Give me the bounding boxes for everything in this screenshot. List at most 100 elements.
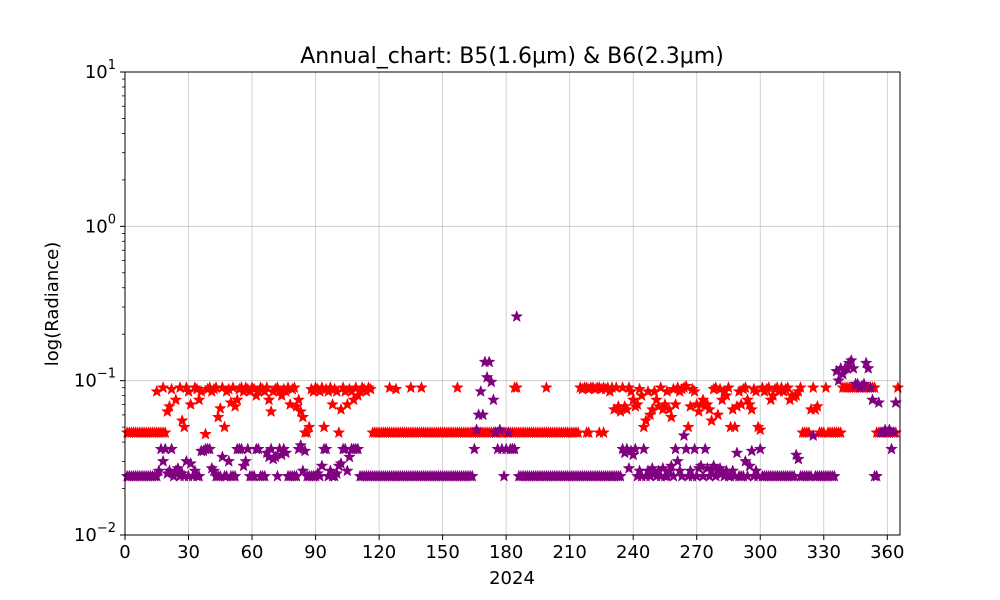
series-2-point	[707, 459, 721, 472]
series-1-point	[383, 381, 397, 394]
y-axis-label: log(Radiance)	[42, 242, 63, 366]
series-2-point	[730, 446, 744, 459]
series-1-point	[332, 425, 346, 439]
series-1-point	[794, 381, 807, 394]
series-1-point	[669, 397, 682, 411]
x-tick-label: 90	[304, 542, 327, 563]
series-1-point	[175, 414, 189, 427]
y-tick-label: 10−2	[74, 521, 116, 546]
series-1-point	[719, 388, 733, 402]
series-2-point	[152, 464, 166, 477]
x-tick-label: 30	[177, 542, 200, 563]
series-2-point	[279, 446, 293, 459]
series-1-point	[891, 381, 905, 394]
series-2-point	[484, 375, 498, 388]
x-tick-label: 360	[870, 542, 904, 563]
series-2-point	[683, 464, 697, 477]
x-tick-label: 330	[807, 542, 841, 563]
series-2-point	[669, 442, 682, 455]
series-2-point	[713, 461, 727, 474]
series-1-point	[639, 414, 653, 427]
series-2-point	[156, 454, 170, 467]
series-1-point	[819, 381, 833, 394]
series-1-point	[228, 399, 242, 412]
series-2-point	[885, 442, 898, 455]
series-1-point	[192, 393, 206, 406]
series-1-point	[711, 408, 725, 421]
x-tick-label: 180	[489, 542, 523, 563]
x-tick-label: 60	[241, 542, 264, 563]
series-2-point	[501, 425, 515, 439]
series-2-point	[870, 469, 884, 482]
series-2-point	[493, 423, 507, 436]
series-1-point	[679, 379, 693, 392]
series-1-point	[199, 427, 212, 440]
series-1-point	[163, 399, 176, 412]
series-2-point	[806, 428, 820, 442]
series-1-point	[834, 425, 848, 439]
series-1-point	[728, 420, 742, 433]
series-1-point	[264, 404, 278, 418]
series-2-point	[832, 373, 845, 387]
series-1-point	[158, 425, 172, 439]
plot-frame	[124, 71, 901, 536]
series-2-point	[866, 393, 879, 406]
series-1-point	[326, 397, 339, 411]
series-2-point	[222, 454, 236, 467]
series-2-point	[252, 442, 265, 455]
series-1-point	[296, 410, 310, 423]
series-1-point	[302, 420, 316, 433]
series-1-point	[620, 402, 634, 415]
series-2-point	[319, 442, 333, 455]
series-1-point	[260, 381, 274, 394]
series-1-point	[290, 399, 303, 412]
series-2-point	[859, 356, 873, 369]
chart-title: Annual_chart: B5(1.6μm) & B6(2.3μm)	[300, 44, 724, 69]
y-tick-label: 101	[85, 58, 116, 83]
series-1-point	[213, 401, 227, 414]
series-1-point	[292, 393, 306, 406]
x-tick-label: 0	[119, 542, 130, 563]
series-1-point	[582, 425, 596, 439]
series-1-point	[811, 399, 824, 412]
series-2-point	[165, 442, 178, 455]
x-tick-label: 300	[743, 542, 777, 563]
x-tick-label: 210	[552, 542, 586, 563]
series-1-point	[624, 384, 638, 397]
series-2-point	[465, 469, 479, 482]
series-1-point	[262, 393, 276, 406]
series-2-point	[334, 456, 348, 470]
series-1-point	[637, 420, 651, 433]
series-2-point	[487, 393, 500, 406]
series-1-point	[218, 420, 231, 433]
series-2-point	[330, 466, 344, 480]
series-1-point	[745, 402, 759, 415]
series-1-point	[404, 381, 418, 394]
series-2-point	[726, 464, 740, 477]
series-2-point	[861, 361, 875, 374]
x-tick-label: 120	[362, 542, 396, 563]
series-2-point	[671, 454, 685, 467]
y-tick-label: 100	[85, 212, 116, 237]
series-1-point	[283, 397, 297, 411]
y-tick-label: 10−1	[74, 367, 116, 392]
series-2-point	[872, 395, 886, 409]
axis-ticks: 0 30 60 90 120 150 180 210 240 270 300 330 360 10−2 10…	[74, 58, 905, 563]
series-2-point	[476, 408, 490, 421]
series-2-point	[743, 459, 757, 472]
series-1-point	[739, 381, 752, 394]
series-2-point	[216, 450, 229, 463]
series-2-point	[340, 464, 354, 477]
series-2-point	[271, 469, 284, 482]
series-2-point	[470, 423, 483, 436]
series-1-point	[169, 393, 183, 406]
series-2-point	[324, 464, 337, 477]
series-1-point	[753, 423, 767, 436]
series-2-point	[508, 442, 522, 455]
series-1-point	[743, 397, 757, 411]
series-2-point	[343, 450, 356, 463]
series-2-point	[677, 428, 691, 442]
series-1-point	[184, 397, 198, 411]
